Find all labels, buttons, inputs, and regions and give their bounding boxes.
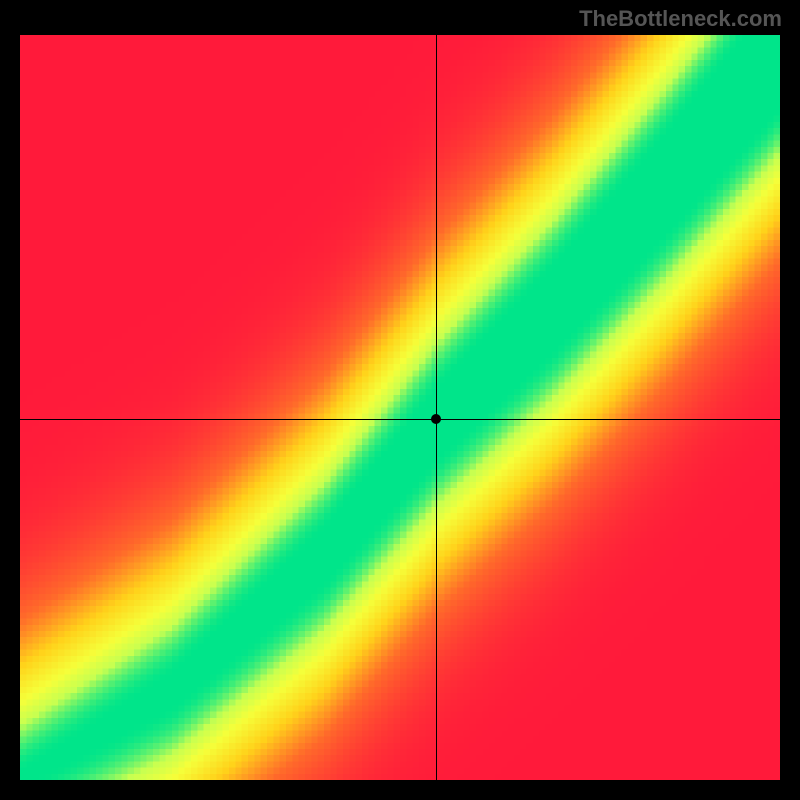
watermark-text: TheBottleneck.com	[579, 6, 782, 32]
selection-marker	[431, 414, 441, 424]
crosshair-horizontal	[20, 419, 780, 420]
heatmap-canvas	[20, 35, 780, 780]
bottleneck-heatmap	[20, 35, 780, 780]
crosshair-vertical	[436, 35, 437, 780]
